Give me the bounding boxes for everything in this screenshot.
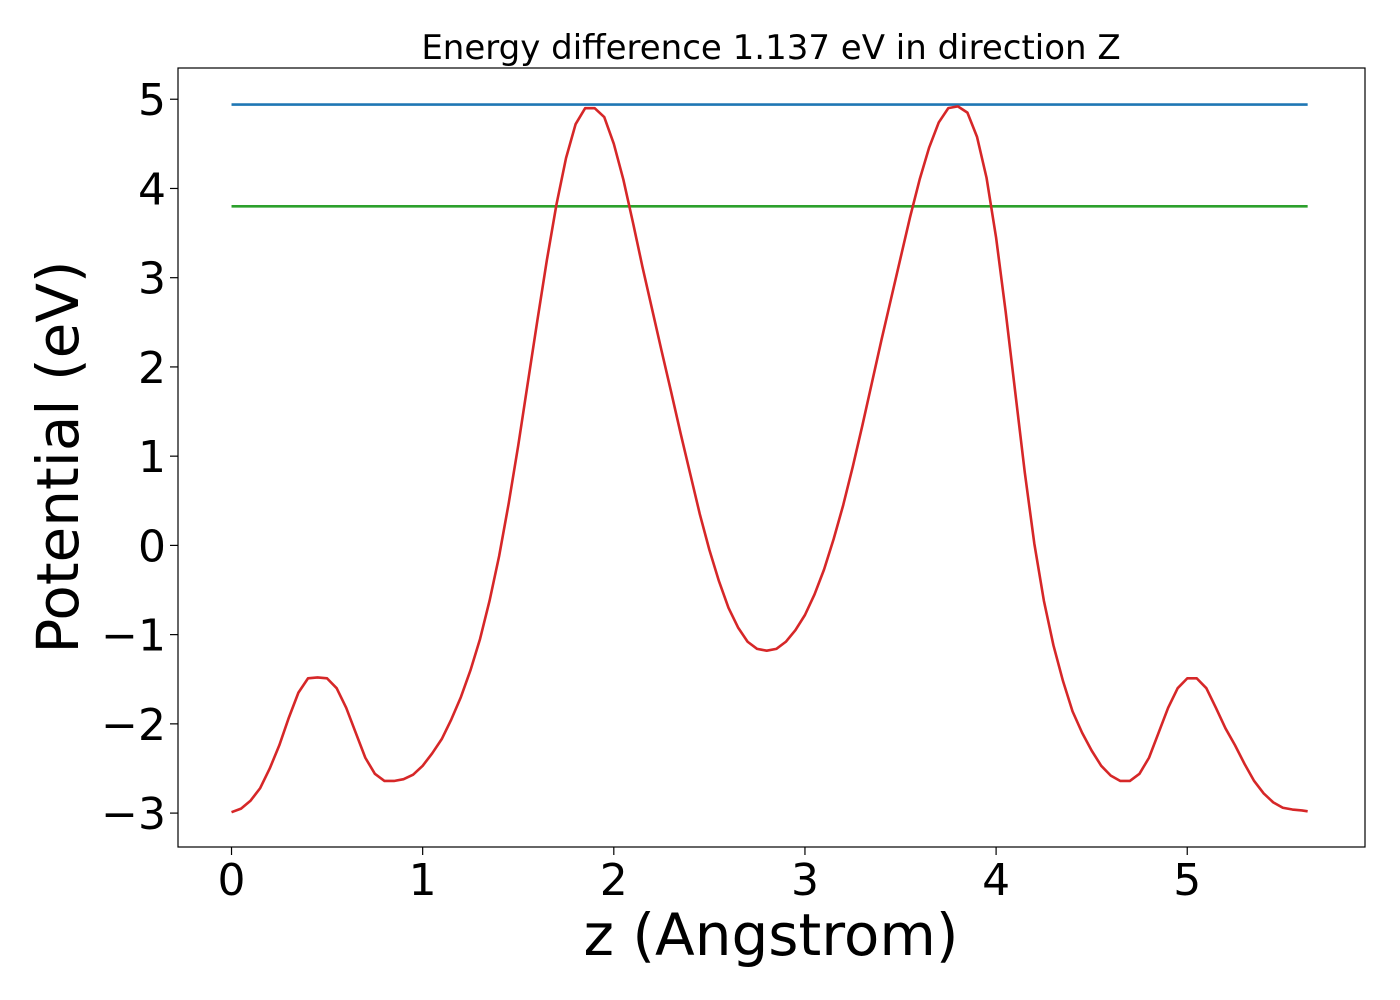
plot-frame bbox=[177, 67, 1366, 848]
series-line-2 bbox=[231, 105, 1308, 814]
y-axis-ticks: −3 −2 −1 0 1 2 3 4 5 bbox=[101, 75, 178, 840]
y-tick-label: 3 bbox=[138, 254, 166, 305]
x-tick-label: 3 bbox=[791, 855, 819, 906]
y-axis-label: Potential (eV) bbox=[24, 260, 92, 653]
y-tick-label: 5 bbox=[138, 75, 166, 126]
x-tick-label: 2 bbox=[600, 855, 628, 906]
series-layer bbox=[231, 103, 1308, 814]
chart-title: Energy difference 1.137 eV in direction … bbox=[421, 28, 1120, 68]
y-tick-label: 0 bbox=[138, 521, 166, 572]
x-axis-ticks: 0 1 2 3 4 5 bbox=[218, 847, 1201, 906]
x-tick-label: 1 bbox=[409, 855, 437, 906]
y-tick-label: 2 bbox=[138, 343, 166, 394]
y-tick-label: −2 bbox=[101, 700, 166, 751]
y-tick-label: −1 bbox=[101, 611, 166, 662]
y-tick-label: 4 bbox=[138, 164, 166, 215]
x-tick-label: 0 bbox=[218, 855, 246, 906]
y-tick-label: 1 bbox=[138, 432, 166, 483]
y-tick-label: −3 bbox=[101, 789, 166, 840]
x-tick-label: 4 bbox=[982, 855, 1010, 906]
x-axis-label: z (Angstrom) bbox=[584, 901, 959, 969]
x-tick-label: 5 bbox=[1173, 855, 1201, 906]
